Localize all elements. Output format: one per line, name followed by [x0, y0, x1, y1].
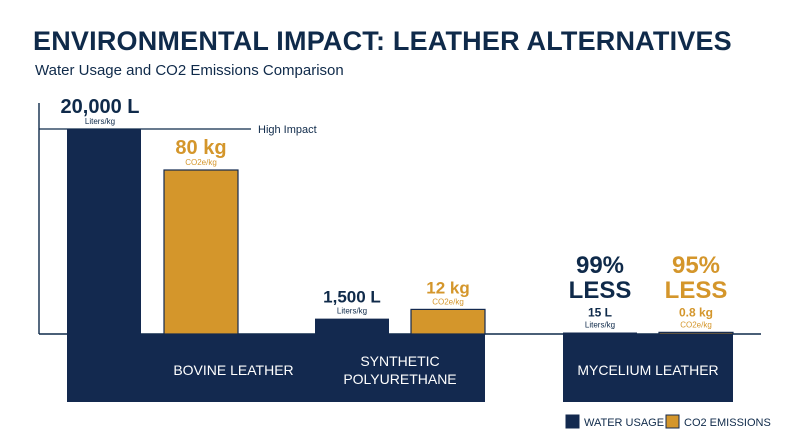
co2-unit-label: CO2e/kg — [432, 297, 464, 306]
category-label-synthetic-polyurethane: POLYURETHANE — [343, 371, 456, 387]
water-value-label: 1,500 L — [323, 288, 381, 307]
co2-value-label: 0.8 kg — [679, 305, 713, 319]
water-value-label: 20,000 L — [61, 96, 140, 118]
water-unit-label: Liters/kg — [585, 321, 615, 330]
co2-unit-label: CO2e/kg — [680, 320, 712, 329]
bar-water-mycelium-leather — [563, 332, 637, 334]
legend-label-co2-emissions: CO2 EMISSIONS — [684, 417, 771, 429]
legend-swatch-water-usage — [565, 414, 580, 429]
bar-water-bovine-leather — [67, 129, 141, 334]
legend-swatch-co2-emissions — [665, 414, 680, 429]
chart-subtitle: Water Usage and CO2 Emissions Comparison — [35, 62, 344, 79]
category-label-synthetic-polyurethane: SYNTHETIC — [360, 353, 439, 369]
bar-co2-bovine-leather — [163, 169, 239, 335]
category-label-mycelium-leather: MYCELIUM LEATHER — [577, 362, 718, 378]
bar-water-synthetic-polyurethane — [315, 318, 389, 334]
category-box-mycelium-leather — [563, 334, 733, 402]
category-box-synthetic-polyurethane — [315, 334, 485, 402]
bar-co2-synthetic-polyurethane — [410, 308, 486, 335]
co2-unit-label: CO2e/kg — [185, 158, 217, 167]
category-label-bovine-leather: BOVINE LEATHER — [173, 362, 293, 378]
water-value-label: 15 L — [588, 306, 612, 320]
co2-value-label: 80 kg — [175, 137, 226, 159]
water-unit-label: Liters/kg — [85, 117, 115, 126]
co2-reduction-percent: 95% — [672, 252, 720, 279]
legend-label-water-usage: WATER USAGE — [584, 417, 664, 429]
co2-value-label: 12 kg — [426, 278, 469, 297]
co2-reduction-text: LESS — [665, 277, 728, 304]
bar-co2-mycelium-leather — [658, 331, 734, 335]
chart-title: ENVIRONMENTAL IMPACT: LEATHER ALTERNATIV… — [33, 26, 732, 56]
high-impact-label: High Impact — [258, 124, 317, 136]
water-reduction-text: LESS — [569, 277, 632, 304]
water-reduction-percent: 99% — [576, 252, 624, 279]
water-unit-label: Liters/kg — [337, 307, 367, 316]
